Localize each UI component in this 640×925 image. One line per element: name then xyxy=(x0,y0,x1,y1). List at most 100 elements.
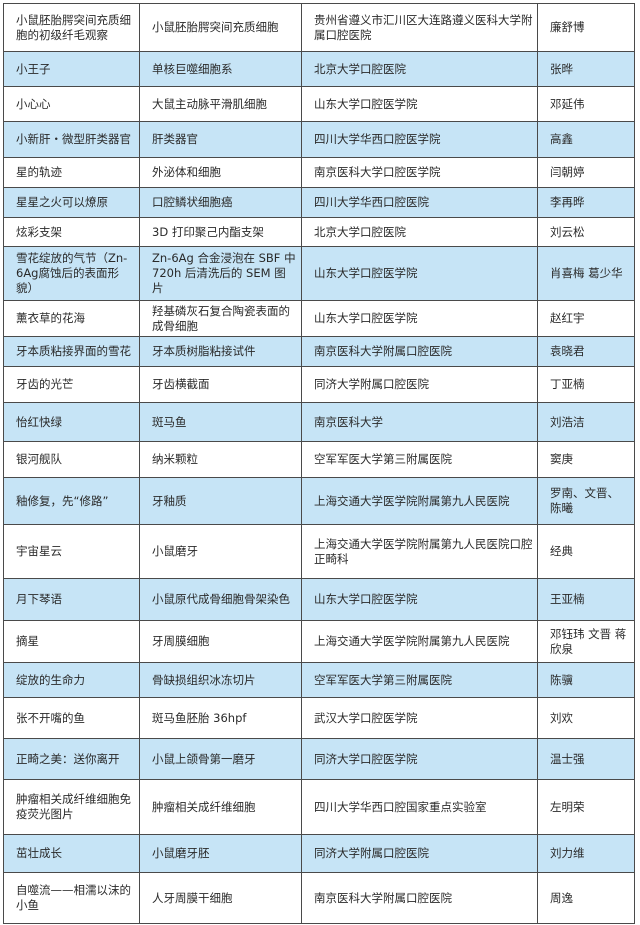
table-row: 绽放的生命力 骨缺损组织冰冻切片 空军军医大学第三附属医院 陈骥 xyxy=(3,662,635,698)
cell-author: 李再晔 xyxy=(537,187,635,218)
cell-institution: 贵州省遵义市汇川区大连路遵义医科大学附属口腔医院 xyxy=(301,3,538,52)
table-row: 牙齿的光芒 牙齿横截面 同济大学附属口腔医院 丁亚楠 xyxy=(3,366,635,403)
cell-subject: 小鼠原代成骨细胞骨架染色 xyxy=(139,578,302,621)
cell-subject: 羟基磷灰石复合陶瓷表面的成骨细胞 xyxy=(139,300,302,337)
cell-institution: 四川大学华西口腔医学院 xyxy=(301,121,538,158)
cell-author: 张晔 xyxy=(537,51,635,87)
cell-subject: 单核巨噬细胞系 xyxy=(139,51,302,87)
cell-title: 正畸之美：送你离开 xyxy=(3,738,140,780)
award-table: 小鼠胚胎腭突间充质细胞的初级纤毛观察 小鼠胚胎腭突间充质细胞 贵州省遵义市汇川区大连… xyxy=(3,3,635,924)
cell-institution: 南京医科大学口腔医学院 xyxy=(301,157,538,188)
cell-title: 宇宙星云 xyxy=(3,524,140,579)
cell-author: 丁亚楠 xyxy=(537,366,635,403)
cell-title: 薰衣草的花海 xyxy=(3,300,140,337)
cell-title: 银河舰队 xyxy=(3,441,140,478)
cell-title: 茁壮成长 xyxy=(3,834,140,873)
table-row: 银河舰队 纳米颗粒 空军军医大学第三附属医院 窦庚 xyxy=(3,441,635,478)
cell-institution: 同济大学附属口腔医院 xyxy=(301,834,538,873)
cell-title: 小王子 xyxy=(3,51,140,87)
cell-author: 袁晓君 xyxy=(537,336,635,367)
cell-institution: 同济大学口腔医学院 xyxy=(301,738,538,780)
cell-author: 赵红宇 xyxy=(537,300,635,337)
cell-author: 窦庚 xyxy=(537,441,635,478)
cell-title: 摘星 xyxy=(3,620,140,663)
cell-author: 刘云松 xyxy=(537,217,635,247)
cell-institution: 南京医科大学 xyxy=(301,402,538,442)
cell-institution: 山东大学口腔医学院 xyxy=(301,300,538,337)
table-row: 小鼠胚胎腭突间充质细胞的初级纤毛观察 小鼠胚胎腭突间充质细胞 贵州省遵义市汇川区大连… xyxy=(3,3,635,52)
table-row: 薰衣草的花海 羟基磷灰石复合陶瓷表面的成骨细胞 山东大学口腔医学院 赵红宇 xyxy=(3,300,635,337)
table-body: 小鼠胚胎腭突间充质细胞的初级纤毛观察 小鼠胚胎腭突间充质细胞 贵州省遵义市汇川区大连… xyxy=(3,3,635,924)
cell-title: 张不开嘴的鱼 xyxy=(3,697,140,739)
cell-title: 绽放的生命力 xyxy=(3,662,140,698)
table-row: 小新肝・微型肝类器官 肝类器官 四川大学华西口腔医学院 高鑫 xyxy=(3,121,635,158)
cell-subject: 肿瘤相关成纤维细胞 xyxy=(139,779,302,835)
table-row: 釉修复，先“修路” 牙釉质 上海交通大学医学院附属第九人民医院 罗南、文晋、陈曦 xyxy=(3,477,635,525)
table-row: 月下琴语 小鼠原代成骨细胞骨架染色 山东大学口腔医学院 王亚楠 xyxy=(3,578,635,621)
cell-title: 小心心 xyxy=(3,86,140,122)
cell-institution: 上海交通大学医学院附属第九人民医院 xyxy=(301,477,538,525)
cell-institution: 四川大学华西口腔国家重点实验室 xyxy=(301,779,538,835)
cell-subject: 骨缺损组织冰冻切片 xyxy=(139,662,302,698)
cell-subject: 人牙周膜干细胞 xyxy=(139,872,302,924)
table-row: 正畸之美：送你离开 小鼠上颌骨第一磨牙 同济大学口腔医学院 温士强 xyxy=(3,738,635,780)
cell-title: 自噬流——相濡以沫的小鱼 xyxy=(3,872,140,924)
cell-title: 星星之火可以燎原 xyxy=(3,187,140,218)
cell-institution: 上海交通大学医学院附属第九人民医院口腔正畸科 xyxy=(301,524,538,579)
cell-author: 邓延伟 xyxy=(537,86,635,122)
cell-title: 怡红快绿 xyxy=(3,402,140,442)
cell-subject: 牙本质树脂粘接试件 xyxy=(139,336,302,367)
cell-subject: 牙齿横截面 xyxy=(139,366,302,403)
cell-author: 经典 xyxy=(537,524,635,579)
cell-author: 王亚楠 xyxy=(537,578,635,621)
cell-author: 罗南、文晋、陈曦 xyxy=(537,477,635,525)
cell-institution: 南京医科大学附属口腔医院 xyxy=(301,872,538,924)
table-row: 肿瘤相关成纤维细胞免疫荧光图片 肿瘤相关成纤维细胞 四川大学华西口腔国家重点实验室左… xyxy=(3,779,635,835)
table-row: 小心心 大鼠主动脉平滑肌细胞 山东大学口腔医学院 邓延伟 xyxy=(3,86,635,122)
cell-institution: 山东大学口腔医学院 xyxy=(301,246,538,301)
cell-title: 牙本质粘接界面的雪花 xyxy=(3,336,140,367)
cell-institution: 空军军医大学第三附属医院 xyxy=(301,662,538,698)
cell-author: 邓钰玮 文晋 蒋欣泉 xyxy=(537,620,635,663)
table-row: 牙本质粘接界面的雪花 牙本质树脂粘接试件 南京医科大学附属口腔医院 袁晓君 xyxy=(3,336,635,367)
cell-subject: 纳米颗粒 xyxy=(139,441,302,478)
cell-title: 雪花绽放的气节（Zn-6Ag腐蚀后的表面形貌） xyxy=(3,246,140,301)
cell-institution: 四川大学华西口腔医院 xyxy=(301,187,538,218)
table-row: 张不开嘴的鱼 斑马鱼胚胎 36hpf 武汉大学口腔医学院 刘欢 xyxy=(3,697,635,739)
table-row: 自噬流——相濡以沫的小鱼 人牙周膜干细胞 南京医科大学附属口腔医院 周逸 xyxy=(3,872,635,924)
cell-subject: 肝类器官 xyxy=(139,121,302,158)
cell-subject: 斑马鱼 xyxy=(139,402,302,442)
table-row: 雪花绽放的气节（Zn-6Ag腐蚀后的表面形貌） Zn-6Ag 合金浸泡在 SBF … xyxy=(3,246,635,301)
cell-institution: 南京医科大学附属口腔医院 xyxy=(301,336,538,367)
table-row: 摘星 牙周膜细胞 上海交通大学医学院附属第九人民医院 邓钰玮 文晋 蒋欣泉 xyxy=(3,620,635,663)
cell-author: 廉舒博 xyxy=(537,3,635,52)
cell-author: 左明荣 xyxy=(537,779,635,835)
table-row: 宇宙星云 小鼠磨牙 上海交通大学医学院附属第九人民医院口腔正畸科 经典 xyxy=(3,524,635,579)
table-row: 星星之火可以燎原 口腔鳞状细胞癌 四川大学华西口腔医院 李再晔 xyxy=(3,187,635,218)
table-row: 小王子 单核巨噬细胞系 北京大学口腔医院 张晔 xyxy=(3,51,635,87)
table-row: 星的轨迹 外泌体和细胞 南京医科大学口腔医学院 闫朝婷 xyxy=(3,157,635,188)
table-row: 茁壮成长 小鼠磨牙胚 同济大学附属口腔医院 刘力维 xyxy=(3,834,635,873)
cell-title: 肿瘤相关成纤维细胞免疫荧光图片 xyxy=(3,779,140,835)
cell-subject: 小鼠胚胎腭突间充质细胞 xyxy=(139,3,302,52)
cell-title: 月下琴语 xyxy=(3,578,140,621)
cell-subject: 大鼠主动脉平滑肌细胞 xyxy=(139,86,302,122)
cell-author: 刘浩洁 xyxy=(537,402,635,442)
cell-subject: 小鼠磨牙 xyxy=(139,524,302,579)
cell-title: 釉修复，先“修路” xyxy=(3,477,140,525)
cell-institution: 空军军医大学第三附属医院 xyxy=(301,441,538,478)
cell-author: 温士强 xyxy=(537,738,635,780)
cell-author: 刘欢 xyxy=(537,697,635,739)
cell-title: 小鼠胚胎腭突间充质细胞的初级纤毛观察 xyxy=(3,3,140,52)
cell-institution: 武汉大学口腔医学院 xyxy=(301,697,538,739)
cell-subject: 外泌体和细胞 xyxy=(139,157,302,188)
cell-title: 星的轨迹 xyxy=(3,157,140,188)
cell-subject: 3D 打印聚己内酯支架 xyxy=(139,217,302,247)
cell-subject: 斑马鱼胚胎 36hpf xyxy=(139,697,302,739)
cell-institution: 北京大学口腔医院 xyxy=(301,51,538,87)
table-row: 炫彩支架 3D 打印聚己内酯支架 北京大学口腔医院 刘云松 xyxy=(3,217,635,247)
cell-institution: 山东大学口腔医学院 xyxy=(301,86,538,122)
cell-institution: 北京大学口腔医院 xyxy=(301,217,538,247)
cell-author: 肖喜梅 葛少华 xyxy=(537,246,635,301)
cell-subject: 牙釉质 xyxy=(139,477,302,525)
